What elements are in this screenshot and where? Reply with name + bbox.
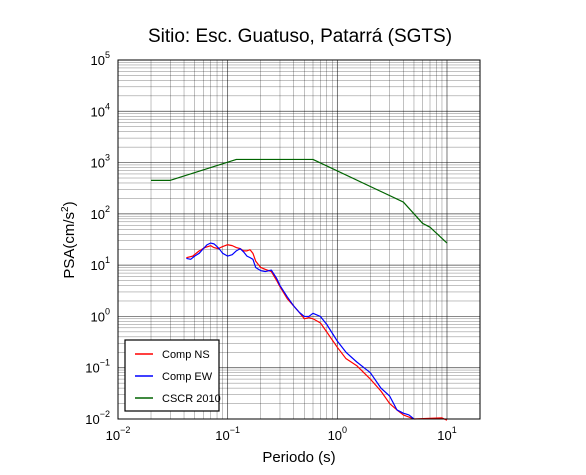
series-line-comp-ns [186,244,448,421]
plot-frame [117,59,481,420]
legend-label: Comp EW [162,371,213,383]
y-tick-label: 10−1 [85,358,110,376]
y-tick-label: 102 [91,204,110,222]
y-tick-label: 103 [91,153,110,171]
y-tick-label: 100 [91,306,110,324]
x-tick-label: 10−1 [215,425,240,443]
y-axis-title: PSA(cm/s2) [60,201,78,278]
legend-label: CSCR 2010 [162,393,221,405]
x-axis-title: Periodo (s) [262,449,335,466]
y-tick-label: 101 [91,255,110,273]
x-tick-label: 101 [437,425,456,443]
y-tick-label: 104 [91,101,110,119]
x-tick-labels: 10−2 10−1 100 101 [106,425,457,443]
series-line-comp-ew [186,242,415,420]
x-tick-label: 10−2 [106,425,131,443]
series-line-cscr-2010 [151,158,448,244]
y-tick-labels: 10−2 10−1 100 101 102 103 104 105 [85,50,110,427]
x-tick-label: 100 [328,425,347,443]
y-tick-label: 10−2 [85,409,110,427]
series-layer [151,158,448,421]
grid [117,60,481,420]
chart-title: Sitio: Esc. Guatuso, Patarrá (SGTS) [148,26,452,47]
y-tick-label: 105 [91,50,110,68]
legend: Comp NS Comp EW CSCR 2010 [124,339,221,412]
legend-label: Comp NS [162,349,210,361]
